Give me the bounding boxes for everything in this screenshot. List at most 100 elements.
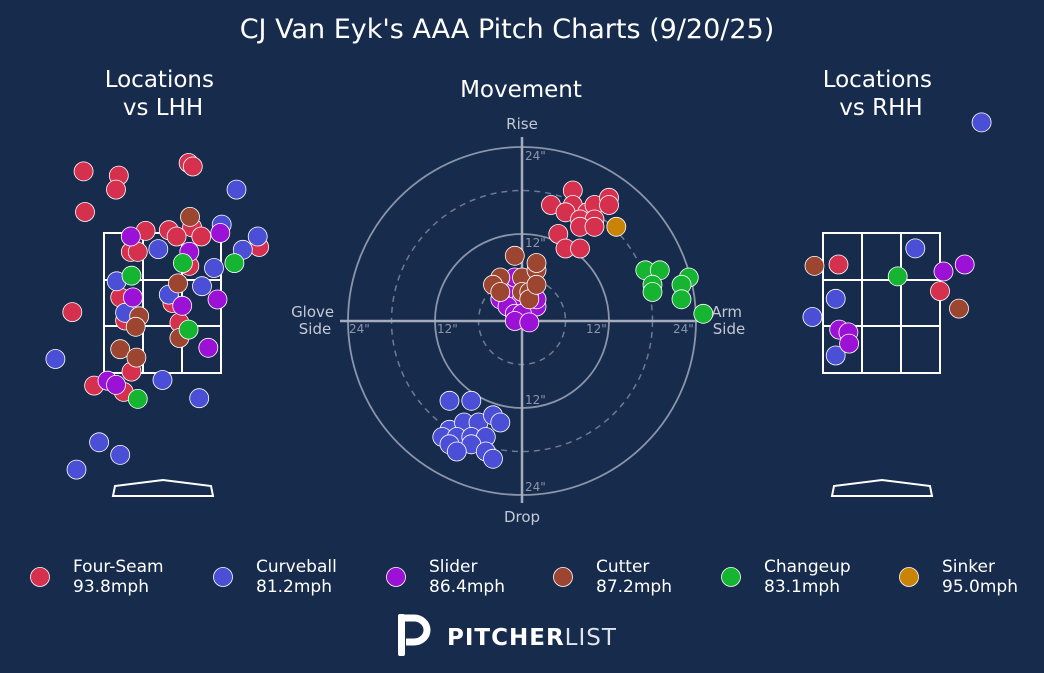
movement-cutter-point	[504, 245, 525, 266]
brand-light: LIST	[565, 625, 617, 651]
movement-changeup-point	[693, 303, 714, 324]
rhh-curveball-point	[802, 307, 823, 327]
lhh-curveball-point	[148, 239, 169, 260]
movement-label-top: Rise	[506, 115, 538, 133]
legend-velocity-label: 81.2mph	[256, 577, 332, 597]
ring-label-right-24: 24"	[673, 322, 694, 336]
rhh-title-line1: Locations	[823, 67, 932, 93]
rhh-slider-point	[933, 261, 954, 282]
ring-label-top-24: 24"	[525, 149, 546, 163]
rhh-curveball-point	[971, 112, 992, 133]
movement-sinker-point	[606, 216, 627, 237]
changeup-dot	[721, 567, 741, 587]
rhh-changeup-point	[887, 266, 908, 287]
lhh-curveball-point	[189, 388, 210, 409]
rhh-points	[802, 112, 992, 366]
lhh-cutter-point	[168, 273, 188, 294]
rhh-cutter-point	[949, 298, 969, 319]
lhh-curveball-point	[204, 258, 224, 278]
lhh-curveball-point	[247, 226, 268, 247]
movement-changeup-point	[642, 282, 663, 302]
lhh-changeup-point	[224, 253, 245, 274]
lhh-four-seam-point	[73, 161, 94, 182]
lhh-four-seam-point	[191, 226, 212, 247]
brand-bold: PITCHER	[447, 625, 565, 651]
lhh-curveball-point	[192, 276, 212, 297]
ring-label-left-24: 24"	[349, 322, 370, 336]
movement-label-right-line2: Side	[713, 320, 745, 338]
rhh-title: Locations vs RHH	[823, 67, 940, 121]
movement-label-right-line1: Arm	[711, 303, 742, 321]
movement-ring-labels: 24" 12" 12" 24" 24" 12" 12" 24"	[349, 149, 694, 494]
ring-label-right-12: 12"	[586, 322, 607, 336]
lhh-location-plot	[45, 153, 270, 497]
brand: PITCHERLIST	[398, 614, 617, 656]
rhh-home-plate	[830, 478, 934, 497]
brand-wordmark: PITCHERLIST	[447, 625, 617, 651]
chart-title: CJ Van Eyk's AAA Pitch Charts (9/20/25)	[240, 14, 775, 45]
lhh-slider-point	[198, 337, 219, 358]
movement-four-seam-point	[584, 216, 605, 237]
legend-pitch-label: Slider	[429, 557, 477, 577]
movement-plot: Rise Drop Glove Side Arm Side 24" 12" 12…	[291, 115, 745, 526]
rhh-four-seam-point	[828, 254, 849, 275]
lhh-changeup-point	[127, 388, 148, 409]
legend-pitch-label: Changeup	[764, 557, 851, 577]
rhh-curveball-point	[825, 345, 846, 366]
movement-curveball-point	[483, 448, 503, 469]
legend-pitch-label: Curveball	[256, 557, 337, 577]
ring-label-bottom-12: 12"	[525, 393, 546, 407]
movement-title: Movement	[460, 77, 582, 103]
rhh-curveball-point	[825, 288, 846, 309]
legend-pitch-label: Four-Seam	[73, 557, 164, 577]
rhh-strike-zone	[822, 232, 941, 374]
lhh-four-seam-point	[62, 302, 83, 323]
movement-label-left-line1: Glove	[291, 303, 334, 321]
lhh-changeup-point	[172, 253, 193, 274]
rhh-four-seam-point	[930, 281, 950, 302]
ring-label-bottom-24: 24"	[525, 480, 546, 494]
movement-cutter-point	[526, 253, 547, 273]
lhh-title-line2: vs LHH	[123, 95, 203, 121]
movement-changeup-point	[671, 289, 692, 310]
rhh-curveball-point	[905, 238, 926, 259]
lhh-changeup-point	[121, 265, 142, 286]
pitcherlist-logo-icon	[398, 614, 431, 656]
movement-curveball-point	[461, 390, 482, 411]
rhh-cutter-point	[804, 255, 825, 276]
lhh-title: Locations vs LHH	[105, 67, 222, 121]
movement-curveball-point	[439, 390, 460, 411]
lhh-four-seam-point	[166, 226, 187, 247]
slider-dot	[386, 567, 406, 587]
lhh-cutter-point	[110, 339, 131, 360]
rhh-title-line2: vs RHH	[839, 95, 922, 121]
lhh-title-line1: Locations	[105, 67, 214, 93]
lhh-slider-point	[106, 374, 126, 395]
movement-curveball-point	[490, 412, 511, 433]
lhh-slider-point	[172, 295, 193, 316]
lhh-four-seam-point	[106, 179, 126, 200]
lhh-cutter-point	[125, 316, 146, 337]
rhh-slider-point	[839, 333, 859, 354]
four-seam-dot	[30, 567, 50, 587]
lhh-home-plate	[111, 478, 215, 497]
cutter-dot	[553, 567, 573, 587]
lhh-curveball-point	[89, 432, 109, 453]
legend-velocity-label: 93.8mph	[73, 577, 149, 597]
lhh-cutter-point	[180, 206, 200, 227]
lhh-slider-point	[120, 226, 141, 247]
rhh-slider-point	[954, 254, 975, 275]
lhh-slider-point	[210, 223, 231, 243]
movement-points	[432, 180, 714, 469]
lhh-slider-point	[207, 289, 228, 310]
lhh-points	[45, 153, 270, 480]
rhh-location-plot	[802, 112, 992, 497]
lhh-curveball-point	[66, 459, 87, 480]
legend-velocity-label: 83.1mph	[764, 577, 840, 597]
legend-velocity-label: 86.4mph	[429, 577, 505, 597]
movement-four-seam-point	[599, 195, 619, 215]
